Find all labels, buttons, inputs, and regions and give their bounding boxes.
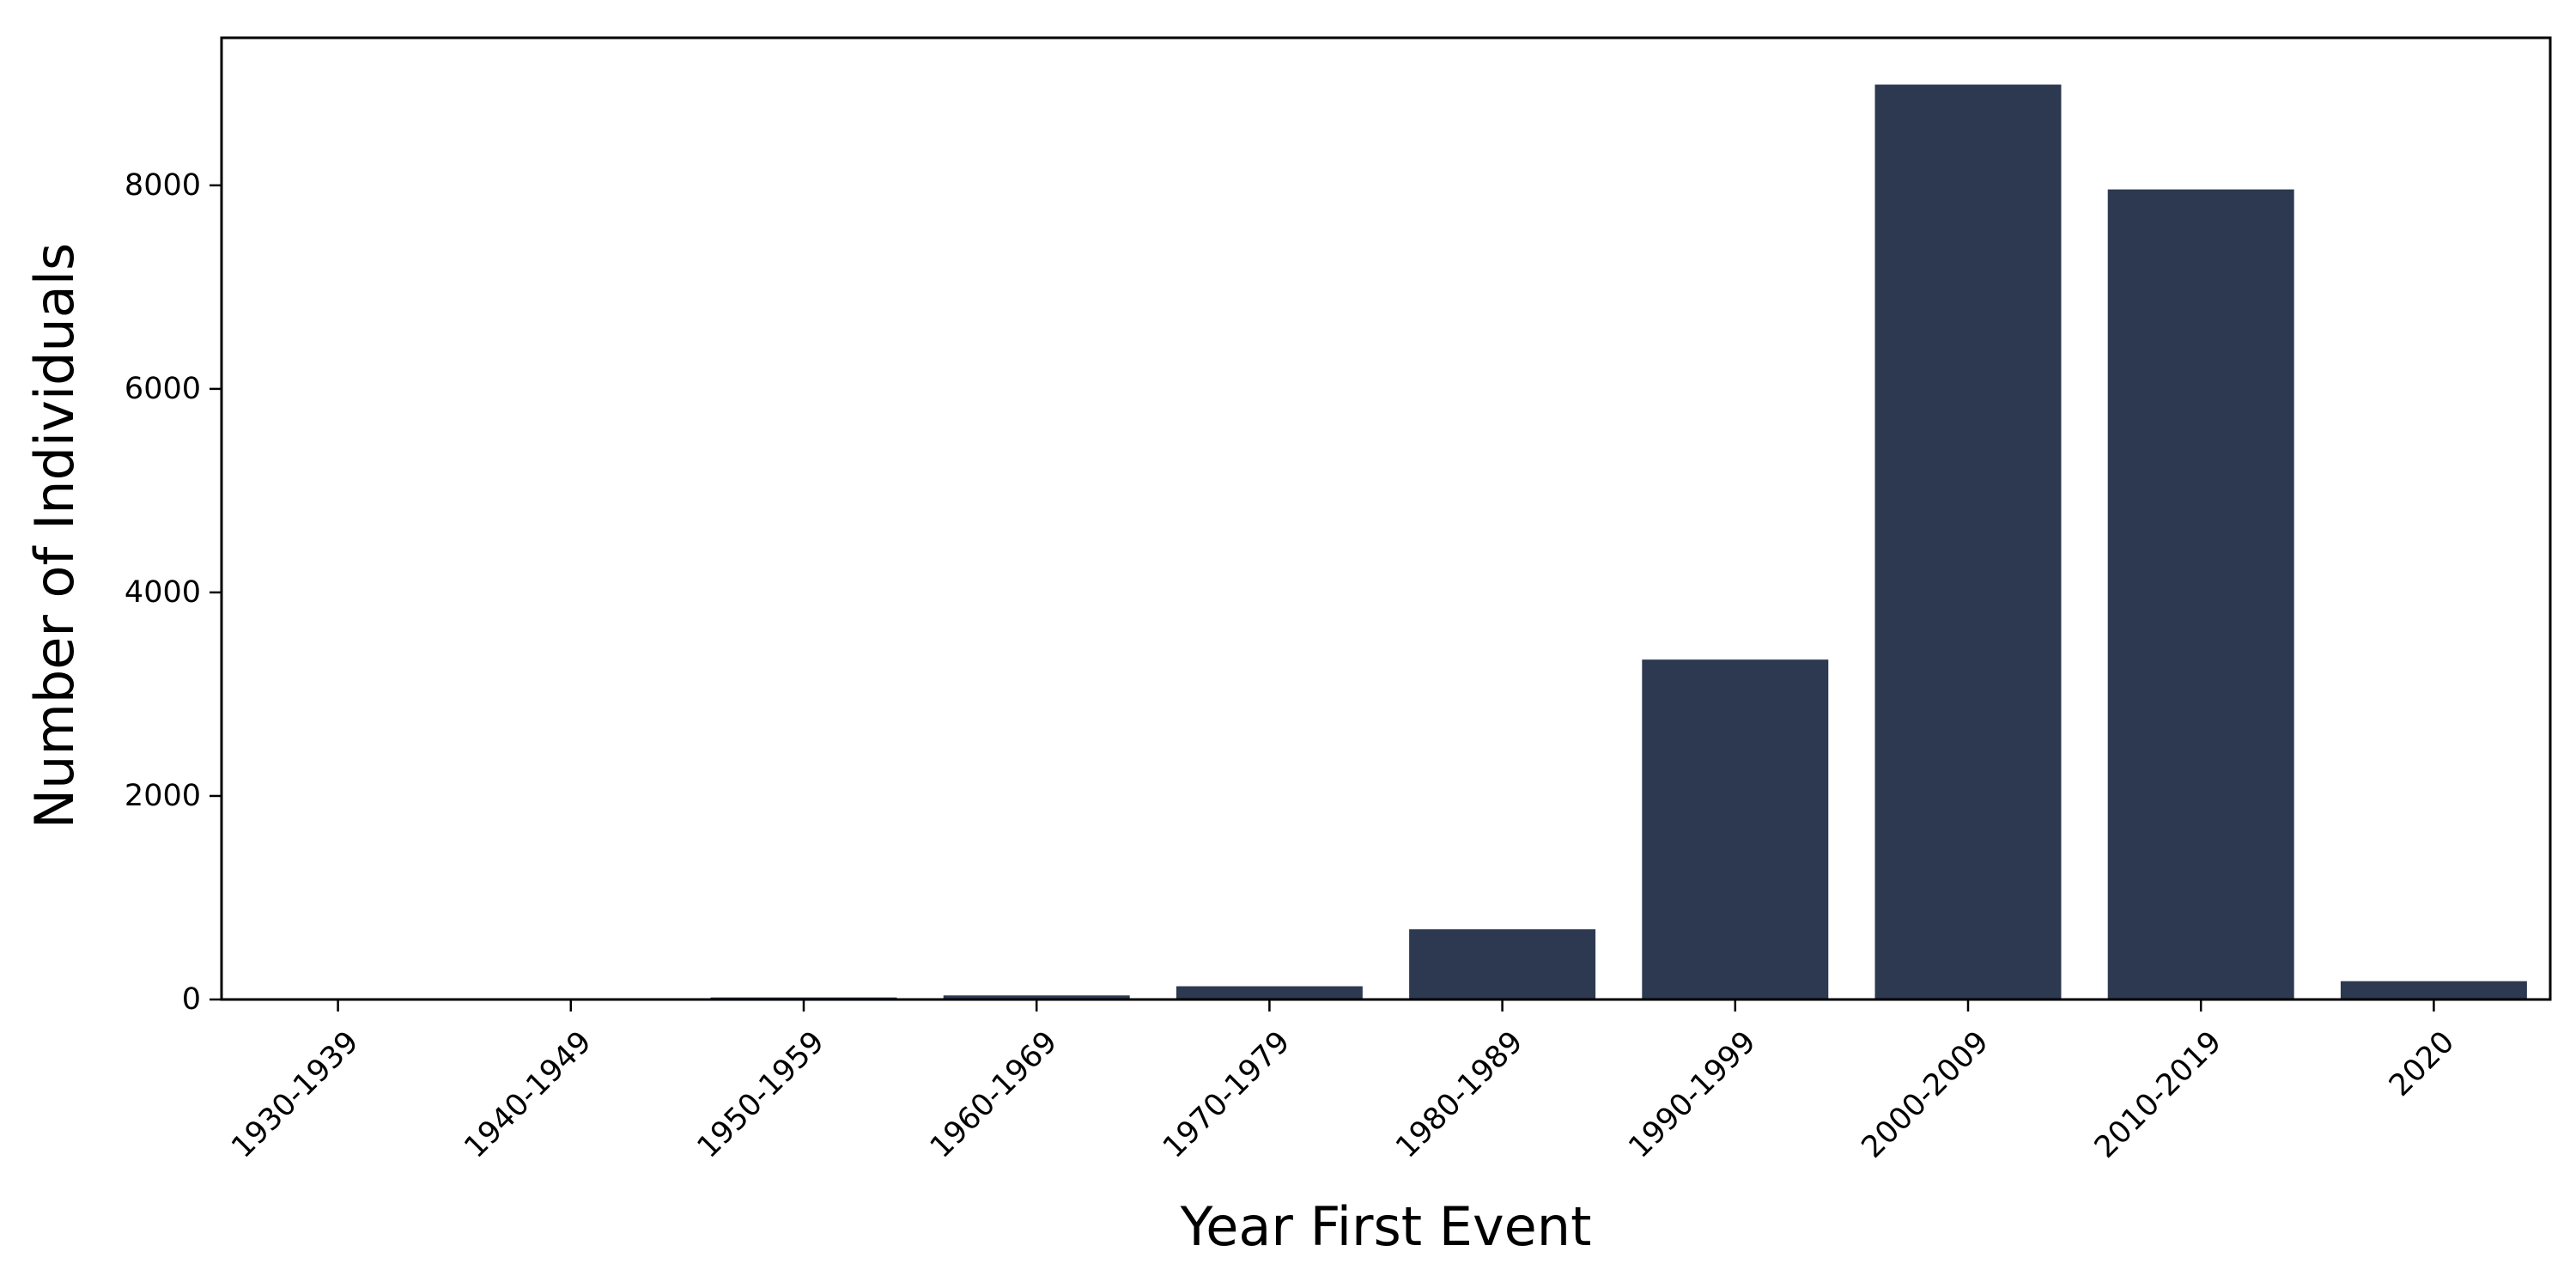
y-axis: 0 2000 4000 6000 8000 <box>125 168 222 1017</box>
x-tick-label: 2020 <box>2383 1025 2461 1103</box>
bar-1970-1979 <box>1176 986 1363 999</box>
y-tick-label: 6000 <box>125 372 201 406</box>
x-axis: 1930-1939 1940-1949 1950-1959 1960-1969 1970… <box>225 999 2461 1165</box>
x-tick-label: 2010-2019 <box>2088 1025 2228 1165</box>
y-tick-label: 4000 <box>125 575 201 610</box>
plot-frame <box>220 36 2552 1001</box>
x-tick-label: 1940-1949 <box>459 1025 598 1165</box>
x-tick-label: 1930-1939 <box>225 1025 365 1165</box>
x-tick-label: 1950-1959 <box>691 1025 831 1165</box>
x-axis-title: Year First Event <box>1180 1195 1592 1258</box>
bar-2020 <box>2340 981 2527 999</box>
x-tick-label: 1960-1969 <box>924 1025 1064 1165</box>
bar-2000-2009 <box>1874 84 2062 999</box>
y-tick-label: 8000 <box>125 168 201 203</box>
x-tick-label: 1980-1989 <box>1389 1025 1529 1165</box>
y-tick-label: 2000 <box>125 779 201 813</box>
x-tick-label: 2000-2009 <box>1856 1025 1996 1165</box>
bars-group <box>245 84 2527 999</box>
bar-1960-1969 <box>943 995 1130 999</box>
bar-1990-1999 <box>1642 659 1829 999</box>
bar-1980-1989 <box>1409 929 1596 999</box>
bar-2010-2019 <box>2107 189 2294 999</box>
y-axis-title: Number of Individuals <box>23 243 86 829</box>
x-tick-label: 1990-1999 <box>1623 1025 1763 1165</box>
y-tick-label: 0 <box>182 982 201 1017</box>
x-tick-label: 1970-1979 <box>1157 1025 1297 1165</box>
